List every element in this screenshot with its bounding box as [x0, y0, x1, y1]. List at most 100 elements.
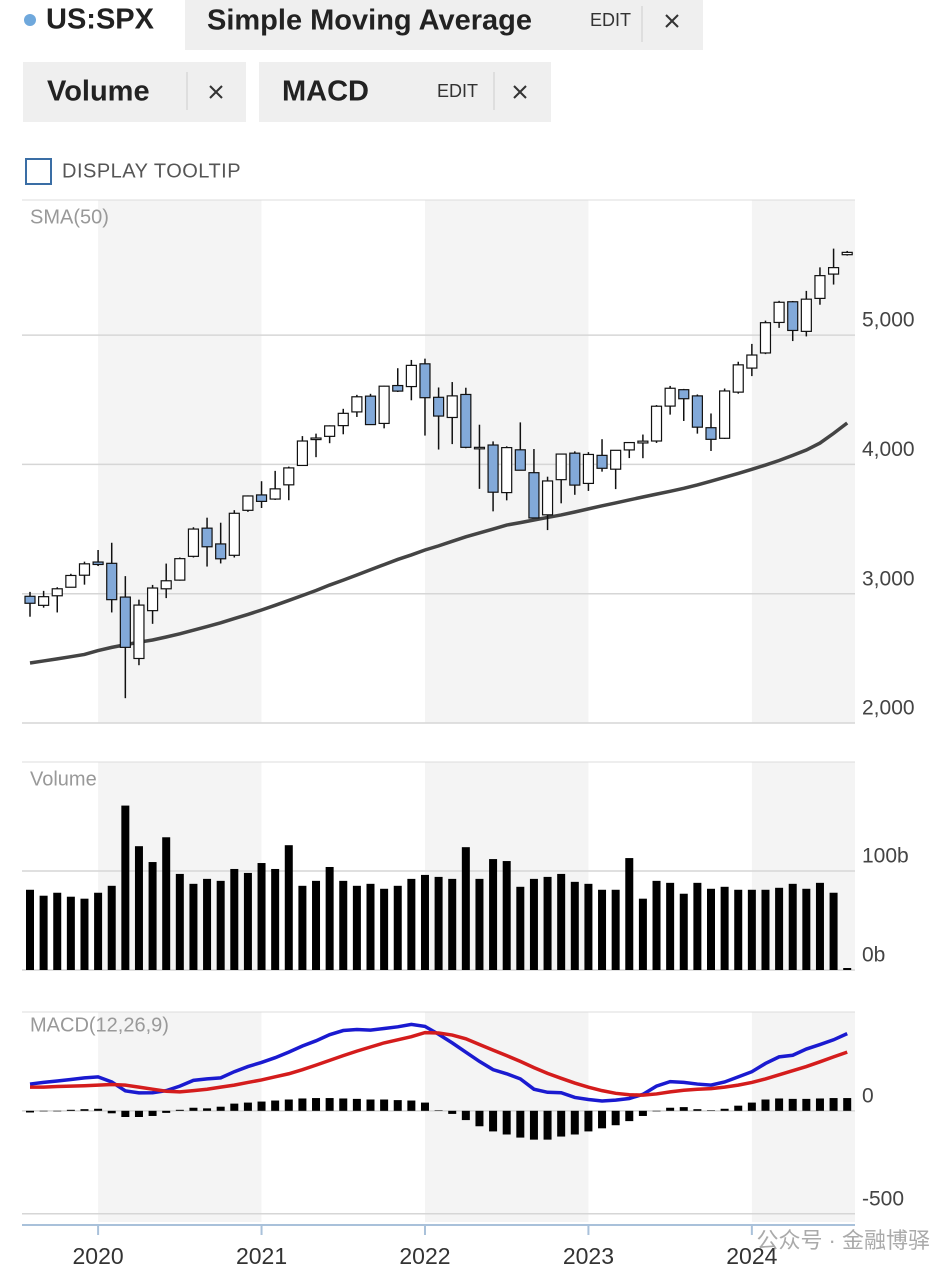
chip[interactable] [185, 0, 703, 50]
candle-body [215, 543, 227, 560]
symbol[interactable]: US:SPX [46, 4, 155, 36]
candle-body [405, 364, 417, 388]
bar [761, 1099, 770, 1111]
bar [693, 882, 702, 970]
checkbox-label[interactable]: DISPLAY TOOLTIP [62, 160, 241, 182]
close-button[interactable] [513, 85, 527, 99]
bar [393, 885, 402, 970]
bar [434, 876, 443, 970]
bar [162, 837, 171, 970]
edit-button[interactable]: EDIT [437, 81, 478, 101]
candle-body [541, 480, 554, 516]
candle-body [433, 396, 445, 417]
chip[interactable] [23, 62, 246, 122]
bar [734, 889, 743, 970]
bar [734, 1105, 743, 1111]
candle-body [705, 427, 717, 440]
close-button[interactable] [209, 85, 223, 99]
bar [598, 1110, 607, 1129]
bar [502, 861, 511, 970]
x-tick-label: 2020 [73, 1243, 124, 1269]
candle-body [160, 580, 172, 590]
panel-label: MACD(12,26,9) [30, 1014, 169, 1036]
candle-body [460, 393, 472, 448]
bar [80, 1109, 89, 1111]
panel-label: SMA(50) [30, 206, 109, 228]
candle-body [351, 396, 363, 413]
bar [815, 1098, 824, 1111]
symbol-dot [24, 14, 36, 26]
checkbox[interactable] [25, 158, 52, 185]
panel-label: Volume [30, 768, 97, 790]
bar [216, 1106, 225, 1111]
chip-name[interactable]: Simple Moving Average [207, 5, 532, 37]
bar [26, 1110, 34, 1113]
chip-name[interactable]: Volume [47, 76, 150, 108]
bar [788, 883, 797, 970]
bar [189, 883, 198, 970]
bar [516, 1110, 525, 1138]
bar [121, 1110, 130, 1117]
bar [720, 1108, 729, 1111]
bar [203, 878, 212, 970]
bar [747, 1102, 756, 1111]
bar [325, 866, 334, 970]
bar [570, 1110, 579, 1135]
bar [107, 1110, 116, 1114]
candle-body [555, 453, 567, 481]
bar [489, 1110, 498, 1132]
bar [611, 889, 620, 970]
bar [366, 1099, 375, 1111]
bar [325, 1098, 334, 1111]
candle-body [92, 561, 104, 566]
candle-body [814, 275, 826, 299]
chip-name[interactable]: MACD [282, 76, 369, 108]
candle-body [146, 587, 159, 612]
line [30, 1030, 848, 1097]
chip[interactable] [259, 62, 551, 122]
candle-body [242, 495, 254, 511]
bar [271, 1100, 280, 1111]
y-tick-label: 3,000 [862, 567, 915, 590]
watermark: 公众号 · 金融博驿 [756, 1228, 930, 1253]
bar [461, 1110, 470, 1121]
bar [584, 1110, 593, 1132]
candle-body [691, 395, 703, 428]
candle-body [773, 301, 785, 324]
candle-body [269, 488, 281, 500]
candle-body [378, 385, 390, 425]
candle-body [501, 447, 513, 494]
bar [407, 878, 416, 970]
candle-body [446, 395, 458, 419]
bar [652, 880, 661, 970]
bar [638, 1110, 647, 1116]
candle-body [119, 596, 131, 648]
candle-body [51, 588, 63, 597]
bar [420, 1102, 429, 1111]
bar [148, 1110, 157, 1116]
close-button[interactable] [665, 14, 679, 28]
bar [407, 1100, 416, 1111]
candle-body [228, 512, 240, 556]
bar [230, 868, 239, 970]
candle-body [364, 395, 377, 426]
edit-button[interactable]: EDIT [590, 10, 631, 30]
candle-body [337, 412, 349, 427]
bar [107, 885, 116, 970]
bar [39, 1110, 48, 1112]
bar [775, 1098, 784, 1111]
bar [557, 873, 566, 970]
candle-body [841, 251, 853, 256]
bar [707, 888, 715, 970]
candle-body [650, 405, 663, 442]
bar [230, 1103, 239, 1111]
candle-body [623, 441, 635, 451]
bar [543, 1110, 552, 1140]
candle-body [174, 558, 186, 581]
bar [829, 1098, 838, 1111]
bar [134, 1110, 143, 1117]
year-band [751, 200, 855, 723]
y-tick-label: 4,000 [862, 438, 915, 461]
bar [94, 892, 103, 970]
